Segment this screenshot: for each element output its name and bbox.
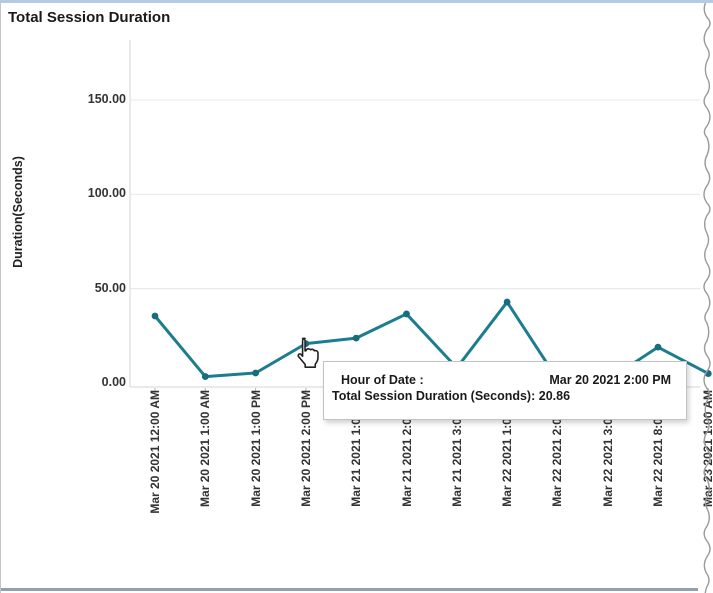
tooltip-hour-label: Hour of Date : xyxy=(341,373,424,387)
window-border-bottom xyxy=(0,588,698,591)
y-tick-label: 0.00 xyxy=(101,375,126,389)
chart-title: Total Session Duration xyxy=(8,9,171,26)
y-tick-label: 150.00 xyxy=(87,91,126,106)
data-point-marker[interactable] xyxy=(403,310,410,318)
data-point-marker[interactable] xyxy=(352,334,360,342)
x-axis-label: Mar 20 2021 2:00 PM xyxy=(298,390,313,507)
data-point-marker[interactable] xyxy=(654,343,662,351)
window-border-left xyxy=(0,0,1,593)
tooltip-hour-value: Mar 20 2021 2:00 PM xyxy=(549,373,671,387)
window-border-top xyxy=(0,0,713,3)
data-point-marker[interactable] xyxy=(201,373,209,380)
x-axis-label: Mar 20 2021 12:00 AM xyxy=(148,390,162,514)
tooltip-duration-value: 20.86 xyxy=(538,389,571,403)
x-axis-label: Mar 20 2021 1:00 PM xyxy=(248,390,263,507)
tooltip-row-hour: Hour of Date : Mar 20 2021 2:00 PM xyxy=(341,373,671,388)
y-axis-title: Duration(Seconds) xyxy=(11,156,25,268)
y-tick-label: 100.00 xyxy=(87,186,126,201)
y-tick-label: 50.00 xyxy=(94,280,126,295)
data-point-marker[interactable] xyxy=(503,298,511,306)
tooltip-duration-label: Total Session Duration (Seconds): xyxy=(332,389,536,403)
data-point-marker[interactable] xyxy=(302,340,310,348)
x-axis-label: Mar 23 2021 1:00 AM xyxy=(701,390,713,507)
tooltip: Hour of Date : Mar 20 2021 2:00 PM Total… xyxy=(323,361,687,420)
data-point-marker[interactable] xyxy=(704,370,712,377)
data-point-marker[interactable] xyxy=(151,312,159,320)
x-axis-label: Mar 20 2021 1:00 AM xyxy=(198,390,213,507)
data-point-marker[interactable] xyxy=(252,369,259,377)
tooltip-row-duration: Total Session Duration (Seconds): 20.86 xyxy=(332,388,671,404)
